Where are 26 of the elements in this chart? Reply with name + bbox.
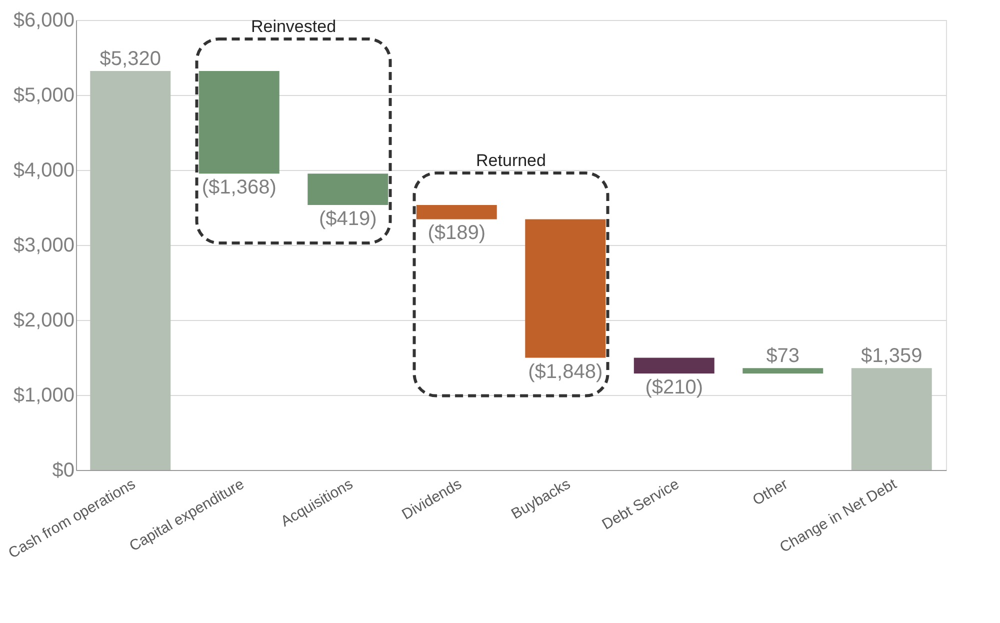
y-tick-label: $1,000 (13, 384, 74, 406)
y-tick-label: $5,000 (13, 84, 74, 106)
x-tick-label: Other (750, 476, 791, 510)
bar (198, 71, 280, 174)
data-label: ($1,848) (528, 360, 603, 383)
bar (851, 368, 932, 470)
data-label: $73 (766, 345, 800, 368)
bar (416, 205, 497, 220)
y-tick-label: $2,000 (13, 310, 74, 332)
y-tick-label: $4,000 (13, 160, 74, 182)
data-label: ($1,368) (202, 176, 276, 199)
bar (525, 219, 606, 358)
bar (742, 368, 824, 374)
bar (634, 358, 714, 374)
y-tick-label: $0 (52, 460, 74, 482)
y-tick-label: $6,000 (13, 10, 74, 32)
y-tick-label: $3,000 (13, 234, 74, 256)
bar (90, 71, 171, 470)
data-label: $1,359 (861, 345, 922, 368)
annotation: Returned (476, 151, 546, 170)
data-label: ($419) (318, 208, 377, 230)
data-label: ($189) (428, 222, 486, 244)
data-label: $5,320 (100, 48, 161, 70)
bar (308, 174, 388, 206)
annotation: Reinvested (250, 17, 336, 36)
data-label: ($210) (645, 376, 704, 399)
